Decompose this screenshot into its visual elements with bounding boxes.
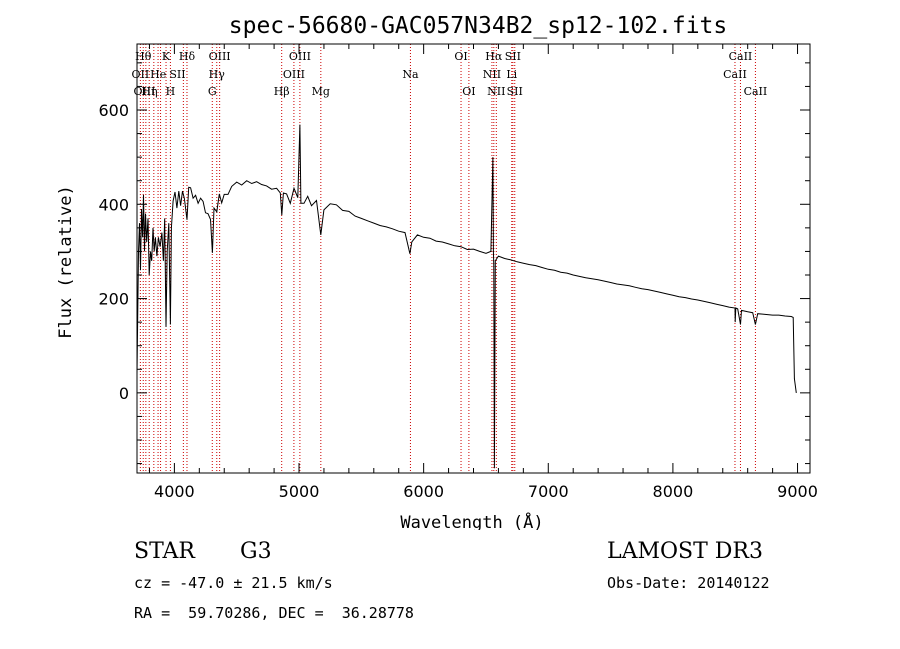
spectral-line-label: SII [507,85,523,98]
spectral-line-label: He [150,68,166,81]
x-tick-label: 4000 [154,482,195,501]
spectral-line-label: OIII [289,50,311,63]
spectral-line-label: OI [454,50,467,63]
spectral-line-markers [139,44,756,473]
spectral-line-label: CaII [729,50,753,63]
y-tick-label: 600 [98,101,129,120]
observation-date: Obs-Date: 20140122 [607,574,770,592]
flux-series-line [136,124,797,469]
spectral-line-label: NII [487,85,505,98]
spectral-line-label: OIII [209,50,231,63]
spectral-line-label: Na [402,68,419,81]
x-tick-label: 5000 [279,482,320,501]
y-tick-label: 400 [98,195,129,214]
spectral-line-label: Hη [141,85,157,98]
object-subclass: G3 [240,539,272,564]
spectral-line-label: CaII [744,85,768,98]
spectral-line-label: OI [462,85,475,98]
object-class: STAR [134,539,195,564]
spectral-line-label: G [208,85,217,98]
spectral-line-label: OIII [133,85,155,98]
y-tick-label: 0 [119,384,129,403]
spectral-line-label: Li [506,68,517,81]
spectral-line-label: Hβ [274,85,290,98]
spectral-line-label: K [162,50,171,63]
spectral-line-label: Hδ [179,50,196,63]
spectral-line-label: OII [132,68,150,81]
spectral-line-label: NII [483,68,501,81]
spectral-line-label: H [166,85,176,98]
x-tick-label: 7000 [528,482,569,501]
plot-frame [136,43,811,474]
coordinates: RA = 59.70286, DEC = 36.28778 [134,604,414,622]
survey-name: LAMOST DR3 [607,539,763,564]
x-tick-label: 6000 [403,482,444,501]
spectral-line-labels: OIIHθOIIIHηHeKHSIIHδGHγOIIIHβOIIIOIIIMgN… [132,50,768,98]
spectrum-chart: spec-56680-GAC057N34B2_sp12-102.fits OII… [56,13,818,530]
spectral-line-label: Mg [312,85,330,98]
spectral-line-label: Hα [485,50,503,63]
axis-ticks: 4000 5000 6000 7000 8000 9000 0 200 400 600 [98,44,818,501]
x-tick-label: 9000 [777,482,818,501]
spectral-line-label: Hγ [209,68,226,81]
y-axis-label: Flux (relative) [56,185,76,339]
x-tick-label: 8000 [653,482,694,501]
spectral-line-label: CaII [723,68,747,81]
spectral-line-label: OIII [283,68,305,81]
spectral-line-label: SII [169,68,185,81]
chart-title: spec-56680-GAC057N34B2_sp12-102.fits [229,13,728,39]
x-axis-label: Wavelength (Å) [400,511,543,530]
spectral-line-label: Hθ [135,50,152,63]
y-tick-label: 200 [98,290,129,309]
redshift-cz: cz = -47.0 ± 21.5 km/s [134,574,333,592]
spectral-line-label: SII [505,50,521,63]
